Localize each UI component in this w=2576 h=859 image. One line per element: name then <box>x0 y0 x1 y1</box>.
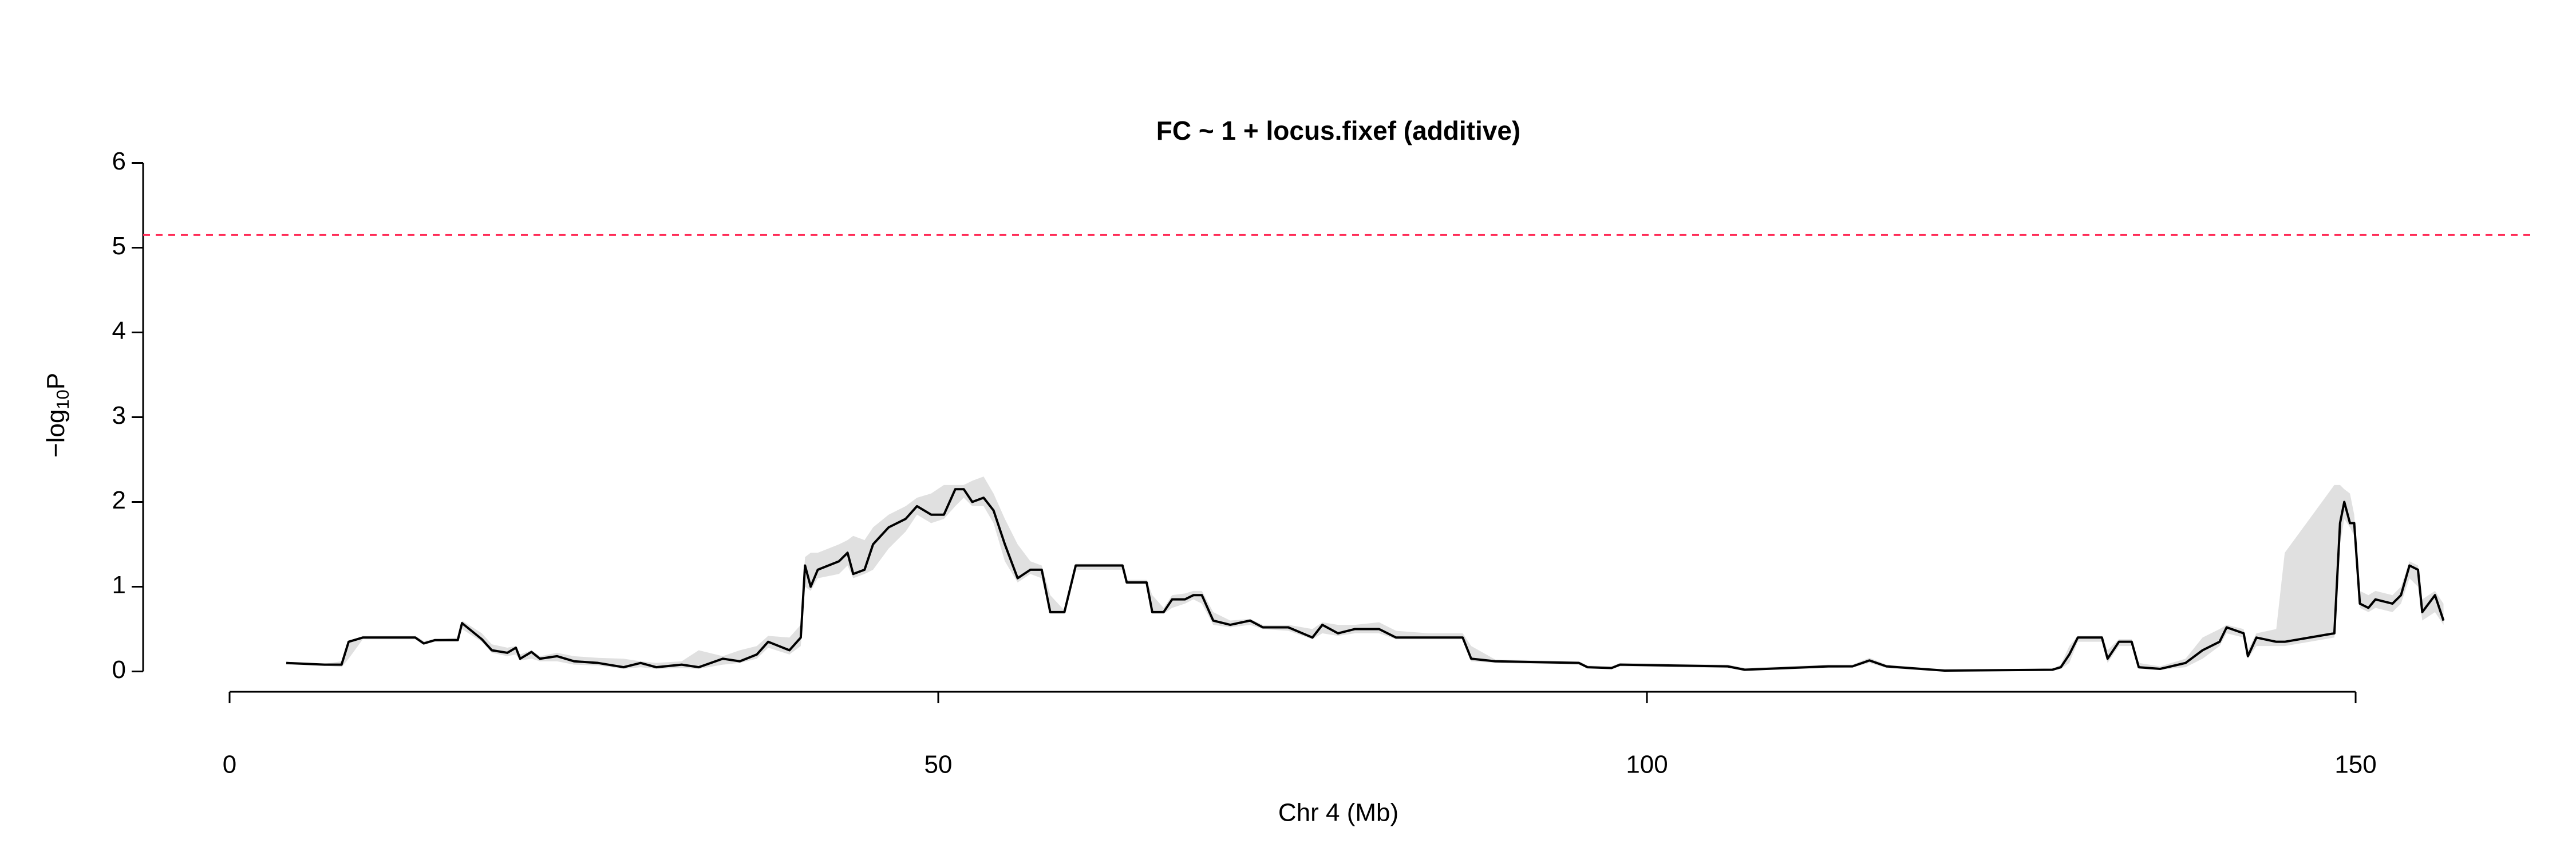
chart-title: FC ~ 1 + locus.fixef (additive) <box>1156 116 1521 145</box>
y-tick-label: 4 <box>112 317 126 345</box>
x-tick-label: 100 <box>1626 751 1668 779</box>
x-tick-label: 50 <box>924 751 953 779</box>
y-label-suffix: P <box>42 373 70 389</box>
y-tick-label: 3 <box>112 401 126 430</box>
y-tick-label: 2 <box>112 486 126 514</box>
y-tick-label: 6 <box>112 147 126 175</box>
x-tick-label: 0 <box>223 751 236 779</box>
x-axis-label: Chr 4 (Mb) <box>1278 799 1398 827</box>
y-tick-label: 5 <box>112 232 126 260</box>
y-label-sub: 10 <box>53 389 73 409</box>
y-axis-label: −log10P <box>42 373 73 458</box>
y-tick-label: 0 <box>112 656 126 684</box>
y-tick-label: 1 <box>112 571 126 599</box>
x-tick-label: 150 <box>2334 751 2376 779</box>
data-line <box>286 488 2445 672</box>
y-label-prefix: −log <box>42 409 70 458</box>
